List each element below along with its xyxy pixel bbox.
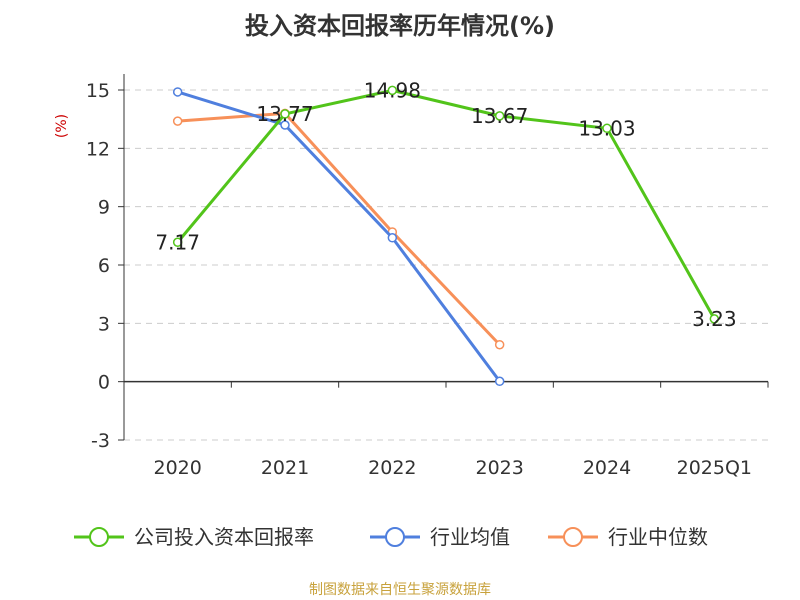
- data-label: 7.17: [155, 230, 200, 254]
- data-point: [172, 87, 183, 97]
- x-tick-label: 2023: [475, 457, 523, 479]
- y-tick-label: 15: [86, 80, 110, 102]
- data-point: [387, 233, 398, 243]
- y-tick-label: 9: [98, 197, 110, 219]
- x-tick-label: 2021: [261, 457, 309, 479]
- grid-lines: [124, 89, 768, 441]
- series-line: [177, 90, 501, 383]
- series-line: [176, 88, 716, 320]
- data-point: [494, 111, 505, 121]
- y-tick-label: 3: [98, 313, 110, 335]
- y-tick-label: 0: [98, 372, 110, 394]
- data-point: [602, 123, 612, 134]
- y-tick-label: 6: [98, 255, 110, 277]
- y-axis-label: (%): [54, 114, 70, 138]
- data-point: [280, 109, 290, 119]
- x-tick-label: 2025Q1: [677, 457, 752, 479]
- data-point: [172, 237, 183, 247]
- x-tick-label: 2020: [153, 457, 201, 479]
- data-point: [494, 376, 505, 387]
- legend-marker: [563, 527, 583, 547]
- legend-marker: [385, 527, 405, 547]
- data-label: 13.03: [578, 116, 635, 140]
- series-line: [177, 111, 501, 346]
- source-note: 制图数据来自恒生聚源数据库: [309, 582, 491, 598]
- series-lines: [172, 85, 720, 387]
- x-tick-label: 2024: [583, 457, 631, 479]
- data-label: 3.23: [692, 307, 737, 331]
- series-1: [172, 87, 505, 387]
- y-tick-label: -3: [91, 430, 110, 452]
- data-label: 13.77: [256, 102, 313, 126]
- series-2: [172, 108, 505, 350]
- legend: 公司投入资本回报率 行业均值 行业中位数: [74, 525, 708, 549]
- legend-label: 行业中位数: [608, 525, 708, 549]
- data-point: [709, 314, 720, 324]
- series-0: [172, 85, 720, 324]
- data-labels: 7.17 13.77 14.98 13.67 13.03 3.23: [155, 78, 736, 330]
- data-point: [172, 116, 183, 126]
- legend-item[interactable]: 公司投入资本回报率: [74, 525, 314, 549]
- chart-title: 投入资本回报率历年情况(%): [245, 12, 555, 40]
- x-tick-label: 2022: [368, 457, 416, 479]
- data-point: [280, 120, 290, 130]
- legend-label: 行业均值: [430, 525, 510, 549]
- axes: 15 12 9 6 3 0 -3 2020 2021 2022 2023 2024 2025Q1: [86, 74, 769, 479]
- legend-marker: [89, 527, 109, 547]
- y-tick-label: 12: [86, 138, 110, 160]
- data-point: [494, 339, 505, 350]
- data-label: 14.98: [364, 78, 421, 102]
- legend-item[interactable]: 行业均值: [370, 525, 510, 549]
- data-point: [387, 85, 398, 96]
- data-label: 13.67: [471, 104, 528, 128]
- legend-label: 公司投入资本回报率: [134, 525, 314, 549]
- legend-item[interactable]: 行业中位数: [548, 525, 708, 549]
